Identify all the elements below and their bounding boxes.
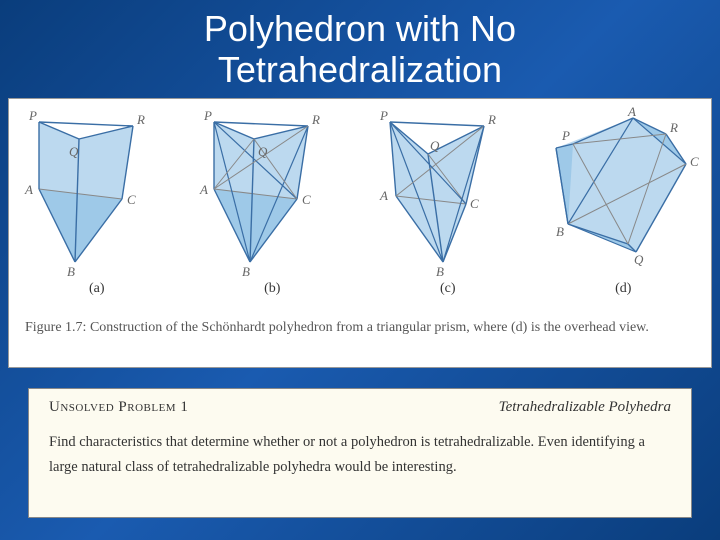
prism-d-svg: A R C Q B P xyxy=(538,104,708,279)
problem-header-right: Tetrahedralizable Polyhedra xyxy=(499,399,671,416)
label-b-P: P xyxy=(203,108,212,123)
label-a-B: B xyxy=(67,264,75,279)
label-d-Q: Q xyxy=(634,252,644,267)
label-c-P: P xyxy=(379,108,388,123)
title-line-1: Polyhedron with No xyxy=(204,8,516,49)
label-a-C: C xyxy=(127,192,136,207)
subfigure-b: P R Q A C B (b) xyxy=(187,104,357,304)
label-b-B: B xyxy=(242,264,250,279)
prism-c-svg: P R Q A C B xyxy=(368,104,528,279)
prism-b-svg: P R Q A C B xyxy=(192,104,352,279)
subfigure-a: P R Q A C B (a) xyxy=(12,104,182,304)
problem-body: Find characteristics that determine whet… xyxy=(49,430,671,481)
label-d-R: R xyxy=(669,120,678,135)
label-d-A: A xyxy=(627,104,636,119)
title-line-2: Tetrahedralization xyxy=(218,49,502,90)
problem-header-left: Unsolved Problem 1 xyxy=(49,399,188,416)
slide-title: Polyhedron with No Tetrahedralization xyxy=(0,0,720,91)
label-a-Q: Q xyxy=(69,144,79,159)
problem-header: Unsolved Problem 1 Tetrahedralizable Pol… xyxy=(49,399,671,416)
subfigure-d: A R C Q B P (d) xyxy=(538,104,708,304)
figure-caption: Figure 1.7: Construction of the Schönhar… xyxy=(9,309,711,338)
label-c-Q: Q xyxy=(430,138,440,153)
subfigure-c: P R Q A C B (c) xyxy=(363,104,533,304)
label-a-P: P xyxy=(28,108,37,123)
label-a-R: R xyxy=(136,112,145,127)
label-c-C: C xyxy=(470,196,479,211)
figure-panel: P R Q A C B (a) xyxy=(8,98,712,368)
label-c-R: R xyxy=(487,112,496,127)
subfig-label-d: (d) xyxy=(615,281,631,297)
label-b-Q: Q xyxy=(258,144,268,159)
problem-box: Unsolved Problem 1 Tetrahedralizable Pol… xyxy=(28,388,692,518)
prism-a-svg: P R Q A C B xyxy=(17,104,177,279)
label-d-B: B xyxy=(556,224,564,239)
subfig-label-b: (b) xyxy=(264,281,280,297)
label-b-A: A xyxy=(199,182,208,197)
subfig-label-c: (c) xyxy=(440,281,456,297)
label-d-C: C xyxy=(690,154,699,169)
subfig-label-a: (a) xyxy=(89,281,105,297)
label-b-R: R xyxy=(311,112,320,127)
figure-row: P R Q A C B (a) xyxy=(9,99,711,309)
label-d-P: P xyxy=(561,128,570,143)
label-a-A: A xyxy=(24,182,33,197)
label-c-B: B xyxy=(436,264,444,279)
label-c-A: A xyxy=(379,188,388,203)
label-b-C: C xyxy=(302,192,311,207)
